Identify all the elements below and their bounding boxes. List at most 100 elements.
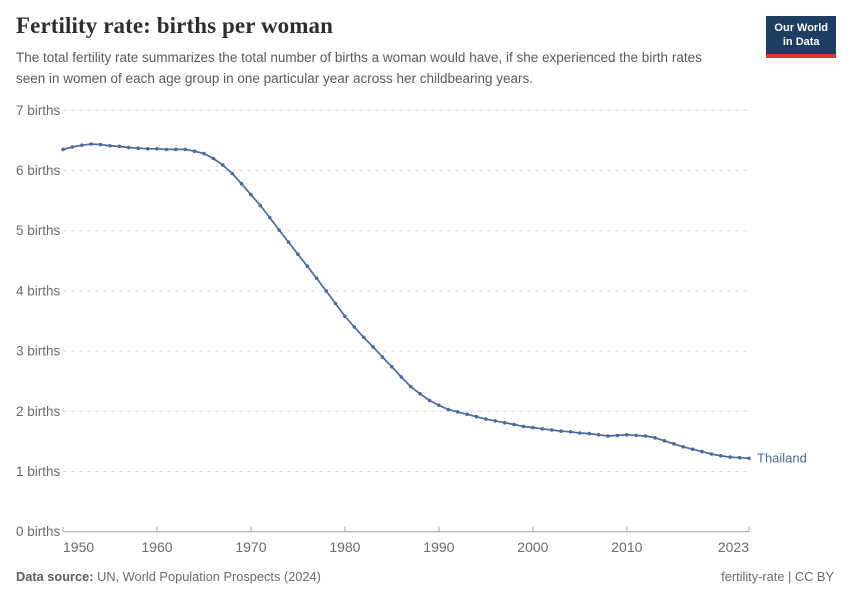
data-point[interactable] bbox=[653, 436, 657, 440]
data-point[interactable] bbox=[418, 392, 422, 396]
data-point[interactable] bbox=[277, 228, 281, 232]
x-axis: 1950 1960 1970 1980 1990 2000 2010 2023 bbox=[62, 526, 750, 555]
data-point[interactable] bbox=[371, 345, 375, 349]
chart-footer: Data source: UN, World Population Prospe… bbox=[16, 569, 834, 584]
data-point[interactable] bbox=[531, 425, 535, 430]
data-points[interactable] bbox=[61, 142, 751, 461]
data-point[interactable] bbox=[258, 203, 263, 208]
data-point[interactable] bbox=[446, 407, 451, 412]
y-tick-label: 6 births bbox=[16, 163, 61, 178]
data-point[interactable] bbox=[192, 149, 197, 153]
data-point[interactable] bbox=[521, 424, 526, 429]
data-point[interactable] bbox=[324, 289, 328, 293]
data-point[interactable] bbox=[747, 456, 751, 461]
data-point[interactable] bbox=[615, 433, 620, 438]
data-point[interactable] bbox=[709, 452, 714, 456]
data-point[interactable] bbox=[643, 434, 648, 438]
data-point[interactable] bbox=[587, 431, 591, 436]
data-point[interactable] bbox=[136, 146, 140, 150]
data-point[interactable] bbox=[230, 171, 234, 176]
data-point[interactable] bbox=[690, 447, 695, 452]
data-point[interactable] bbox=[117, 144, 122, 149]
data-point[interactable] bbox=[737, 455, 742, 460]
data-point[interactable] bbox=[512, 422, 516, 427]
y-tick-label: 1 births bbox=[16, 464, 61, 479]
owid-logo-line1: Our World bbox=[774, 22, 828, 34]
data-point[interactable] bbox=[305, 264, 310, 269]
data-point[interactable] bbox=[202, 151, 206, 156]
data-point[interactable] bbox=[465, 412, 469, 417]
data-point[interactable] bbox=[390, 365, 394, 369]
data-point[interactable] bbox=[249, 192, 253, 197]
data-point[interactable] bbox=[211, 156, 216, 161]
data-point[interactable] bbox=[174, 147, 178, 152]
data-point[interactable] bbox=[484, 417, 488, 421]
data-point[interactable] bbox=[700, 449, 704, 454]
y-tick-label: 4 births bbox=[16, 283, 61, 298]
data-point[interactable] bbox=[155, 147, 159, 151]
data-source-note: Data source: UN, World Population Prospe… bbox=[16, 569, 321, 584]
data-point[interactable] bbox=[380, 355, 385, 359]
data-point[interactable] bbox=[164, 147, 169, 152]
data-point[interactable] bbox=[662, 439, 667, 443]
data-point[interactable] bbox=[286, 240, 291, 244]
y-tick-label: 3 births bbox=[16, 344, 61, 359]
x-tick-label: 1960 bbox=[141, 539, 172, 555]
data-point[interactable] bbox=[127, 145, 131, 150]
series-line-thailand[interactable] bbox=[62, 143, 750, 460]
owid-logo-red-bar bbox=[766, 53, 836, 58]
data-point[interactable] bbox=[474, 414, 479, 419]
data-point[interactable] bbox=[606, 434, 610, 438]
y-tick-label: 5 births bbox=[16, 223, 61, 238]
data-point[interactable] bbox=[719, 454, 723, 458]
data-point[interactable] bbox=[559, 429, 563, 434]
data-point[interactable] bbox=[549, 428, 554, 432]
data-point[interactable] bbox=[70, 145, 75, 149]
data-point[interactable] bbox=[333, 301, 338, 306]
data-point[interactable] bbox=[80, 143, 84, 147]
data-point[interactable] bbox=[681, 445, 685, 449]
y-tick-label: 0 births bbox=[16, 524, 61, 539]
data-point[interactable] bbox=[634, 433, 638, 438]
data-point[interactable] bbox=[437, 403, 441, 408]
data-point[interactable] bbox=[493, 419, 498, 423]
data-point[interactable] bbox=[728, 455, 732, 459]
data-point[interactable] bbox=[568, 430, 573, 434]
data-point[interactable] bbox=[361, 335, 366, 340]
data-point[interactable] bbox=[502, 420, 507, 425]
x-tick-label: 2010 bbox=[611, 539, 642, 555]
y-tick-label: 7 births bbox=[16, 103, 61, 118]
data-point[interactable] bbox=[352, 325, 357, 329]
data-point[interactable] bbox=[343, 314, 347, 319]
data-point[interactable] bbox=[108, 144, 112, 148]
data-point[interactable] bbox=[540, 427, 545, 431]
data-point[interactable] bbox=[314, 276, 319, 281]
data-point[interactable] bbox=[98, 142, 103, 147]
data-point[interactable] bbox=[61, 147, 65, 152]
data-point[interactable] bbox=[578, 431, 582, 435]
data-point[interactable] bbox=[455, 410, 460, 414]
data-point[interactable] bbox=[145, 147, 150, 151]
data-point[interactable] bbox=[239, 181, 244, 186]
license-note[interactable]: fertility-rate | CC BY bbox=[721, 569, 834, 584]
y-gridlines: 0 births 1 births 2 births 3 births 4 births… bbox=[16, 103, 749, 539]
owid-logo-text: Our World in Data bbox=[766, 16, 836, 54]
x-tick-label: 1980 bbox=[329, 539, 360, 555]
data-point[interactable] bbox=[625, 433, 629, 437]
data-point[interactable] bbox=[89, 142, 93, 146]
entity-label-thailand[interactable]: Thailand bbox=[757, 450, 807, 465]
data-point[interactable] bbox=[408, 384, 413, 389]
data-point[interactable] bbox=[427, 398, 432, 403]
data-point[interactable] bbox=[221, 163, 225, 167]
owid-logo[interactable]: Our World in Data bbox=[766, 16, 836, 58]
data-point[interactable] bbox=[399, 375, 404, 379]
x-tick-label: 2000 bbox=[517, 539, 548, 555]
data-point[interactable] bbox=[183, 147, 187, 152]
x-tick-label: 2023 bbox=[718, 539, 749, 555]
data-point[interactable] bbox=[596, 433, 601, 437]
page-title: Fertility rate: births per woman bbox=[16, 13, 334, 38]
data-point[interactable] bbox=[267, 215, 272, 220]
data-point[interactable] bbox=[296, 252, 300, 256]
data-point[interactable] bbox=[672, 442, 676, 446]
